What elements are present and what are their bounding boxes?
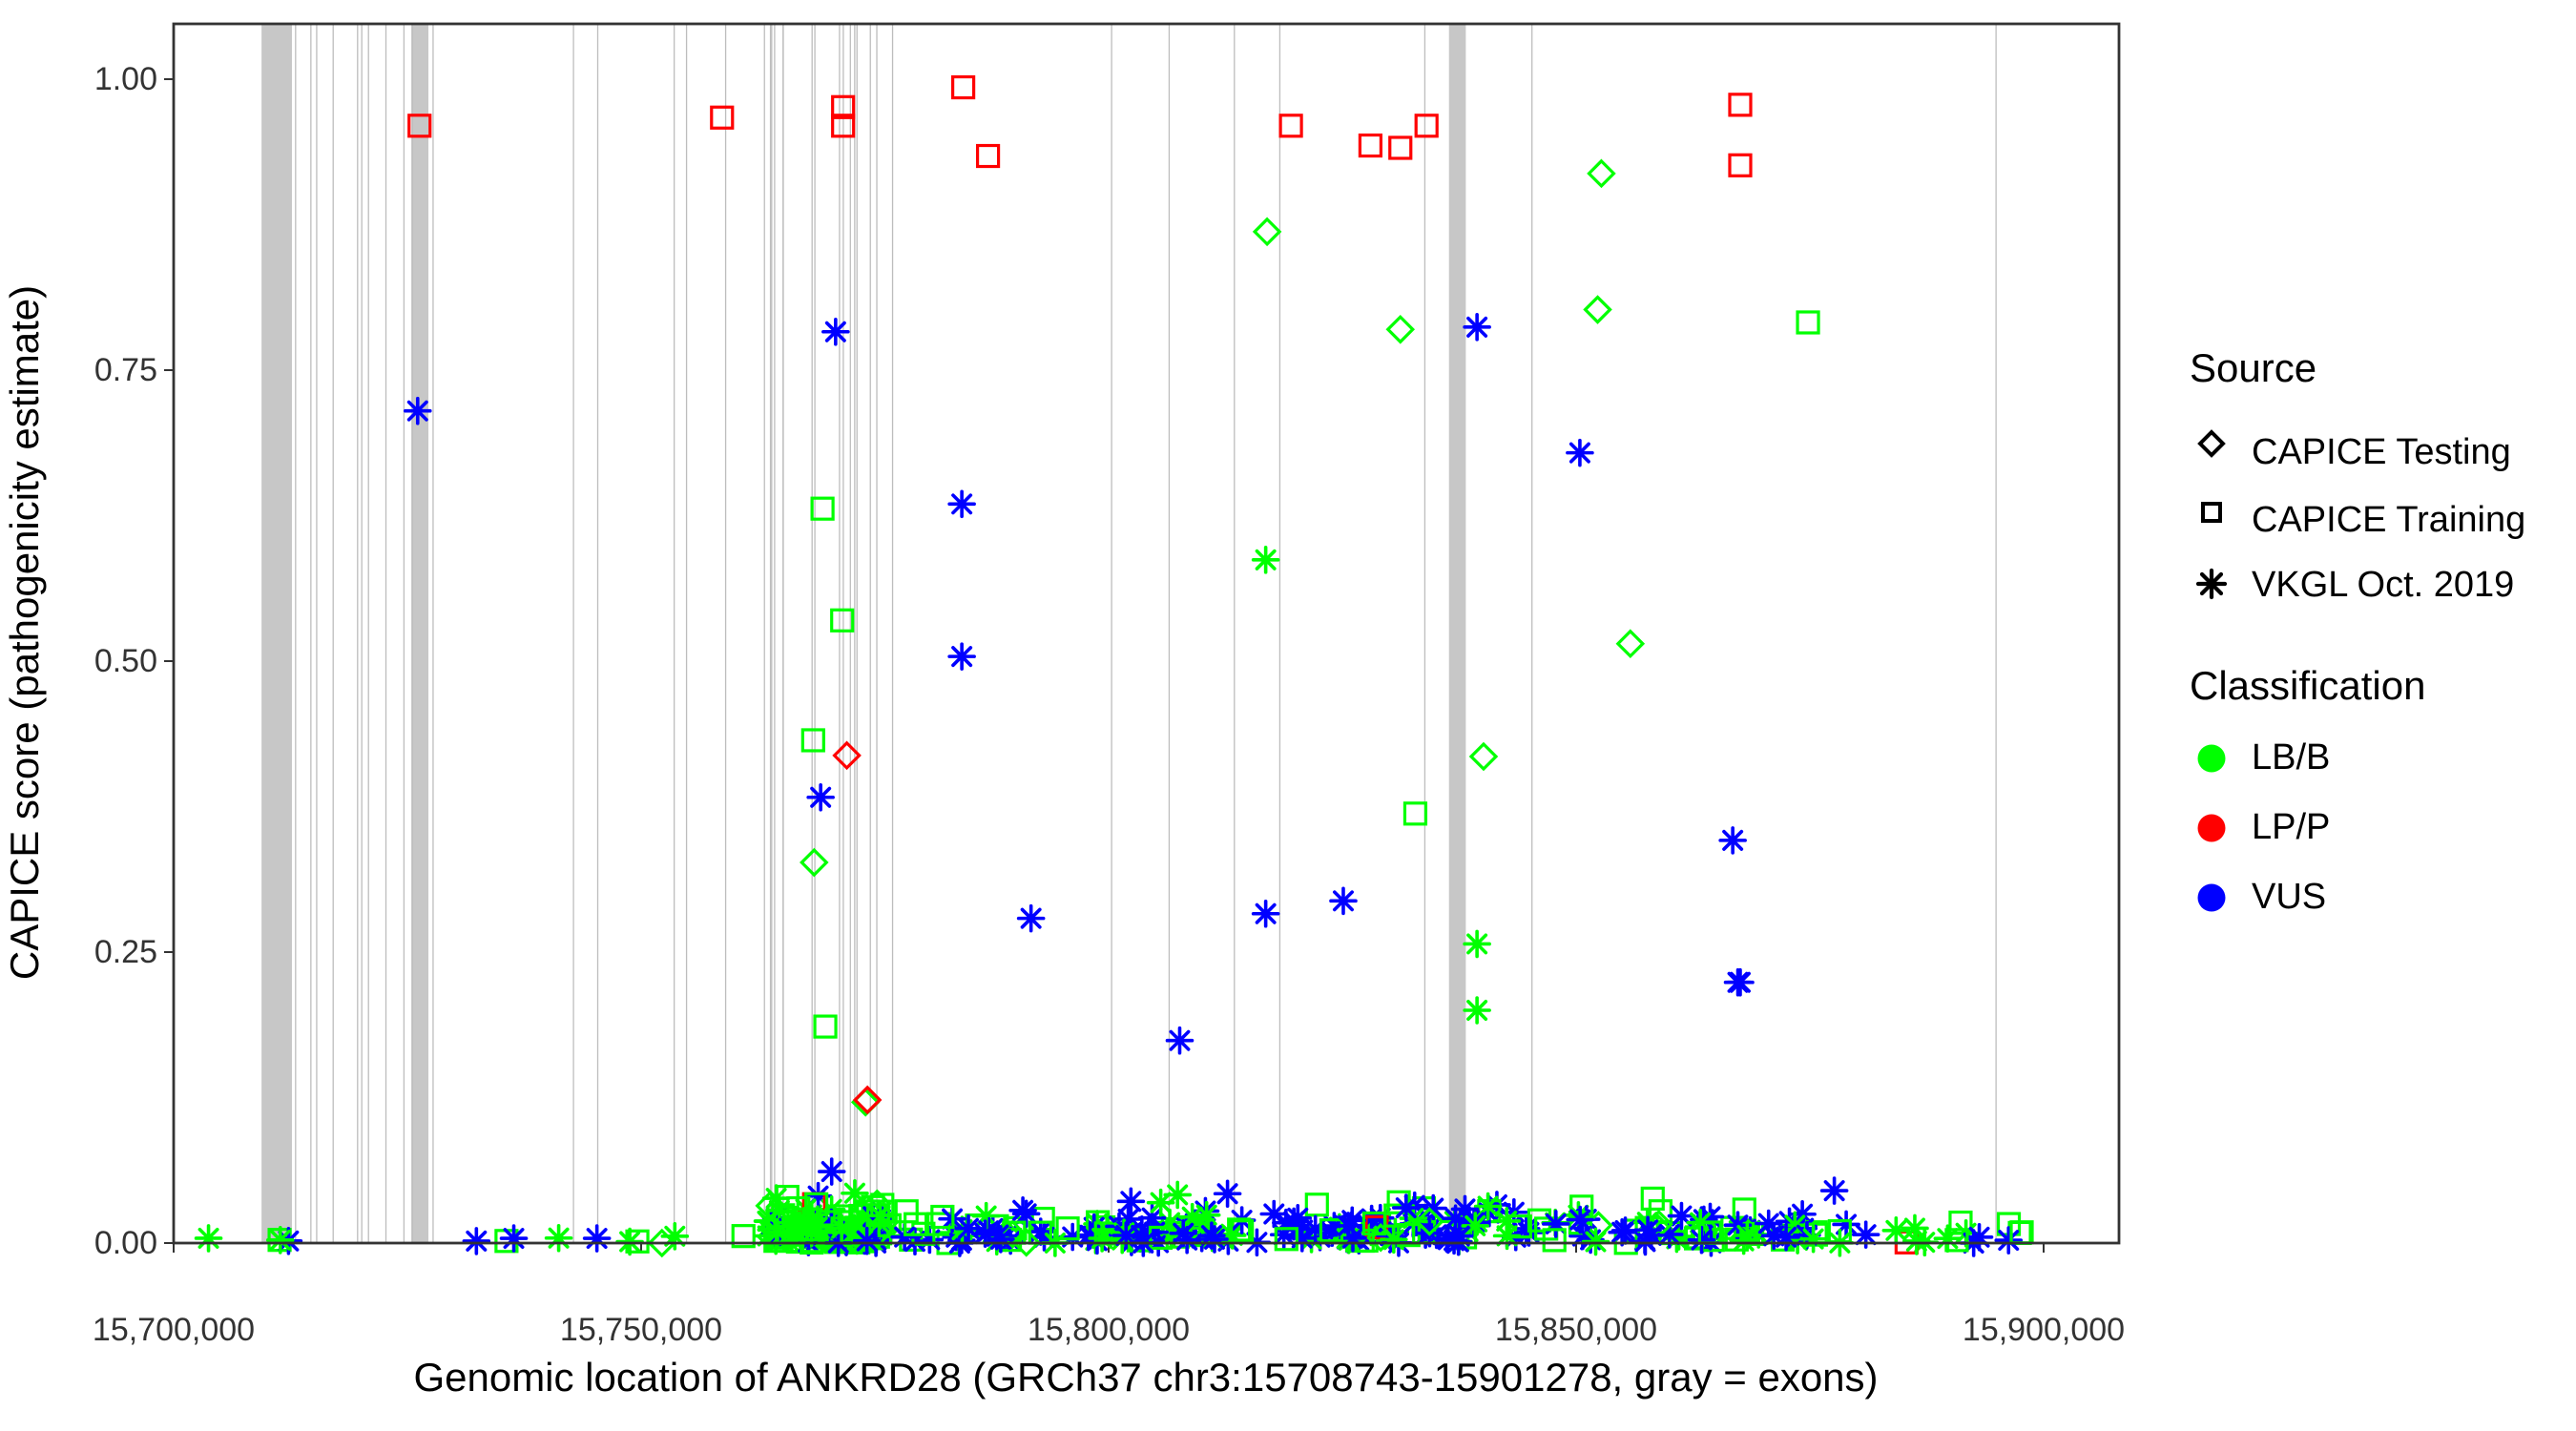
svg-text:Classification: Classification — [2190, 663, 2425, 708]
svg-text:0.75: 0.75 — [94, 352, 157, 388]
svg-text:VUS: VUS — [2252, 877, 2326, 917]
svg-text:15,900,000: 15,900,000 — [1963, 1312, 2125, 1348]
svg-text:VKGL Oct. 2019: VKGL Oct. 2019 — [2252, 565, 2514, 605]
svg-text:CAPICE score (pathogenicity es: CAPICE score (pathogenicity estimate) — [2, 285, 47, 980]
svg-text:1.00: 1.00 — [94, 61, 157, 97]
svg-text:LP/P: LP/P — [2252, 807, 2330, 847]
svg-text:CAPICE Testing: CAPICE Testing — [2252, 432, 2511, 472]
svg-text:15,850,000: 15,850,000 — [1495, 1312, 1657, 1348]
svg-text:0.50: 0.50 — [94, 643, 157, 679]
svg-text:0.00: 0.00 — [94, 1225, 157, 1261]
svg-text:15,800,000: 15,800,000 — [1028, 1312, 1190, 1348]
svg-text:Source: Source — [2190, 345, 2316, 390]
svg-text:15,700,000: 15,700,000 — [93, 1312, 255, 1348]
svg-text:0.25: 0.25 — [94, 934, 157, 970]
svg-text:CAPICE Training: CAPICE Training — [2252, 500, 2525, 540]
svg-text:Genomic location of ANKRD28 (G: Genomic location of ANKRD28 (GRCh37 chr3… — [413, 1355, 1878, 1400]
svg-text:15,750,000: 15,750,000 — [560, 1312, 722, 1348]
svg-text:LB/B: LB/B — [2252, 737, 2330, 778]
